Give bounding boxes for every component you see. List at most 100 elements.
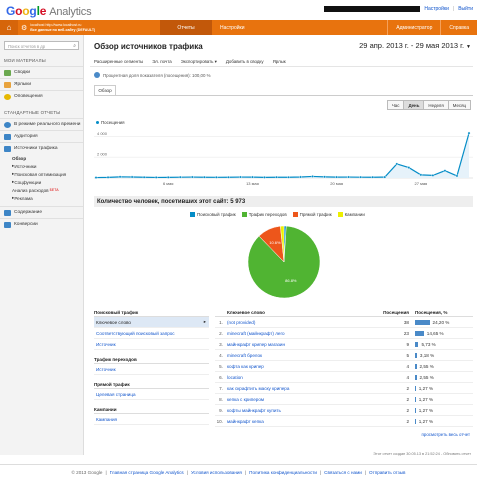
y-tick-label: 2 000 xyxy=(97,152,108,157)
flag-icon xyxy=(4,221,11,228)
traffic-pie-chart[interactable]: 86.8% 10.6% xyxy=(244,222,324,302)
clock-icon xyxy=(4,121,11,128)
pct-value: 14,65 % xyxy=(426,330,444,336)
view-full-report-link[interactable]: просмотреть весь отчет xyxy=(421,432,470,437)
data-point xyxy=(455,174,459,178)
visits-pct-cell: 1,27 % xyxy=(415,418,473,424)
pct-value: 24,20 % xyxy=(432,319,450,325)
footer-link-contact[interactable]: Связаться с нами xyxy=(324,470,362,475)
report-search-input[interactable]: Поиск отчетов в др ⌕ xyxy=(4,41,79,50)
sidebar-sub-advertising[interactable]: ▸ Реклама xyxy=(12,195,33,201)
dim-search-source[interactable]: Источник xyxy=(94,339,209,350)
keyword-link[interactable]: как скрафтить маску крипера xyxy=(227,385,290,391)
pie-legend-search: Поисковый трафик xyxy=(190,212,236,218)
sidebar-item-dashboards[interactable]: Сводки xyxy=(0,66,83,78)
granularity-week[interactable]: Неделя xyxy=(423,100,449,110)
data-point xyxy=(263,175,266,179)
email-button[interactable]: Эл. почта xyxy=(152,59,172,64)
footer-link-feedback[interactable]: Отправить отзыв xyxy=(369,470,406,475)
dim-matched-query[interactable]: Соответствующий поисковый запрос xyxy=(94,328,209,339)
pct-bar xyxy=(415,374,417,380)
tab-reports[interactable]: Отчеты xyxy=(160,20,212,35)
sidebar: Поиск отчетов в др ⌕ МОИ МАТЕРИАЛЫ Сводк… xyxy=(0,35,84,455)
visits-value: 23 xyxy=(403,330,409,336)
data-point xyxy=(130,175,134,179)
row-index: 4. xyxy=(219,352,223,358)
sidebar-item-audience[interactable]: Аудитория xyxy=(0,130,83,142)
granularity-day[interactable]: День xyxy=(403,100,425,110)
footer-link-terms[interactable]: Условия использования xyxy=(190,470,242,475)
group-header-direct: Прямой трафик xyxy=(94,381,209,389)
sidebar-sub-seo[interactable]: ▸ Поисковая оптимизация xyxy=(12,171,67,177)
google-analytics-logo[interactable]: Google Analytics xyxy=(6,4,92,18)
data-point xyxy=(251,175,254,179)
sidebar-item-traffic-sources[interactable]: Источники трафика xyxy=(0,142,83,154)
row-index: 9. xyxy=(219,407,223,413)
row-index: 8. xyxy=(219,396,223,402)
sidebar-sub-social[interactable]: ▸ Соцфункции xyxy=(12,179,42,185)
pct-bar xyxy=(415,396,416,402)
settings-link[interactable]: Настройки xyxy=(424,6,449,12)
account-selector[interactable]: ⚙ localhost http://www.localhost.ru Все … xyxy=(18,20,138,35)
pie-slice[interactable] xyxy=(280,225,285,263)
tab-help[interactable]: Справка xyxy=(440,20,477,35)
sidebar-item-shortcuts[interactable]: Ярлыки xyxy=(0,78,83,90)
visits-value: 2 xyxy=(406,407,409,413)
table-row: 9. кофты майнкрафт купить 2 1,27 % xyxy=(215,405,473,416)
data-point xyxy=(383,175,387,179)
dim-campaign[interactable]: Кампания xyxy=(94,414,209,425)
pie-slice-label: 86.8% xyxy=(285,278,297,283)
sidebar-item-realtime[interactable]: В режиме реального времени xyxy=(0,118,83,130)
logout-link[interactable]: Выйти xyxy=(458,6,473,12)
data-point xyxy=(443,169,447,173)
dim-keyword[interactable]: Ключевое слово ▸ xyxy=(94,317,209,328)
dim-referral-source[interactable]: Источник xyxy=(94,364,209,375)
keyword-link[interactable]: location xyxy=(227,374,243,380)
pct-value: 1,27 % xyxy=(418,385,434,391)
keyword-link[interactable]: кепка с крипером xyxy=(227,396,265,402)
top-links: Настройки | Выйти xyxy=(324,6,473,12)
pie-legend-campaigns: Кампании xyxy=(337,212,365,218)
keyword-link[interactable]: minecraft брелок xyxy=(227,352,263,358)
dim-landing-page[interactable]: Целевая страница xyxy=(94,389,209,400)
legend-swatch xyxy=(190,212,195,218)
redacted-email xyxy=(324,6,421,12)
tab-overview[interactable]: Обзор xyxy=(94,85,116,95)
add-to-dashboard-button[interactable]: Добавить в сводку xyxy=(225,59,264,64)
data-point xyxy=(94,176,98,179)
visits-pct-cell: 24,20 % xyxy=(415,319,473,325)
granularity-month[interactable]: Месяц xyxy=(447,100,471,110)
date-range-picker[interactable]: 29 апр. 2013 г. - 29 мая 2013 г. ▼ xyxy=(359,41,471,50)
legend-swatch xyxy=(241,212,247,218)
keyword-link[interactable]: кофта как крипер xyxy=(227,363,264,369)
y-tick-label: 4 000 xyxy=(97,131,108,136)
keyword-link[interactable]: (not provided) xyxy=(227,319,256,325)
visits-line-chart[interactable]: 4 000 2 000 6 мая 13 мая 20 мая 27 мая xyxy=(94,126,473,190)
tab-settings[interactable]: Настройки xyxy=(220,24,245,31)
col-visits: Посещения xyxy=(383,310,409,315)
footer-link-privacy[interactable]: Политика конфиденциальности xyxy=(249,470,317,475)
data-point xyxy=(419,173,423,177)
keyword-link[interactable]: кофты майнкрафт купить xyxy=(227,407,281,413)
sidebar-item-alerts[interactable]: Оповещения xyxy=(0,90,83,102)
keyword-link[interactable]: майнкрафт крипер магазин xyxy=(227,341,285,347)
shortcut-button[interactable]: Ярлык xyxy=(272,59,286,64)
tab-admin[interactable]: Администратор xyxy=(387,20,440,35)
visits-value: 2 xyxy=(406,418,409,424)
footer-link-home[interactable]: Главная страница Google Analytics xyxy=(109,470,184,475)
visits-pct-cell: 1,27 % xyxy=(415,385,473,391)
granularity-hour[interactable]: Час xyxy=(386,100,405,110)
home-icon[interactable]: ⌂ xyxy=(0,20,18,35)
sidebar-sub-overview[interactable]: Обзор xyxy=(12,155,27,161)
sidebar-item-conversions[interactable]: Конверсии xyxy=(0,218,83,230)
advanced-segments-button[interactable]: Расширенные сегменты xyxy=(94,59,144,64)
sidebar-item-content[interactable]: Содержание xyxy=(0,206,83,218)
data-point xyxy=(275,175,278,179)
shortcut-icon xyxy=(4,81,11,88)
sidebar-sub-cost-analysis[interactable]: Анализ расходов БЕТА xyxy=(12,187,59,193)
data-point xyxy=(395,162,399,166)
keyword-link[interactable]: майнкрафт кепка xyxy=(227,418,264,424)
export-button[interactable]: Экспортировать ▾ xyxy=(180,58,217,64)
sidebar-sub-sources[interactable]: ▸ Источники xyxy=(12,163,37,169)
keyword-link[interactable]: minecraft (майнкрафт) лего xyxy=(227,330,285,336)
